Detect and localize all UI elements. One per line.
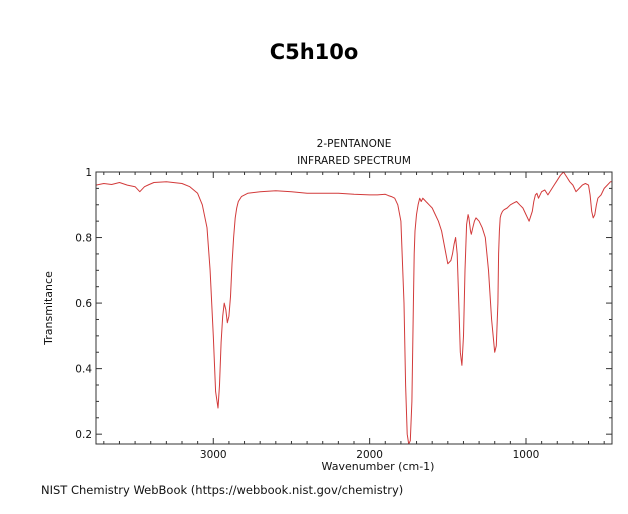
- slide-title: C5h10o: [269, 40, 359, 64]
- x-tick-label: 3000: [200, 449, 227, 461]
- plot-frame: [95, 171, 613, 445]
- x-axis-label: Wavenumber (cm-1): [322, 460, 435, 473]
- x-tick-label: 2000: [356, 449, 383, 461]
- spectrum-line: [95, 171, 612, 445]
- y-tick-label: 0.4: [75, 364, 92, 376]
- source-note: NIST Chemistry WebBook (https://webbook.…: [41, 483, 404, 497]
- y-tick-label: 0.6: [75, 298, 92, 310]
- y-tick-label: 0.8: [75, 233, 92, 245]
- y-axis-label: Transmitance: [42, 271, 55, 346]
- axis-ticks: 0.2 0.4 0.6 0.8 1 3000 2000 1000: [75, 167, 612, 461]
- x-tick-label: 1000: [513, 449, 540, 461]
- spectrum-series: [95, 171, 612, 445]
- chart-subtitle: INFRARED SPECTRUM: [297, 155, 411, 167]
- chart-title: 2-PENTANONE: [316, 138, 392, 150]
- y-tick-label: 0.2: [75, 429, 92, 441]
- y-tick-label: 1: [85, 167, 92, 179]
